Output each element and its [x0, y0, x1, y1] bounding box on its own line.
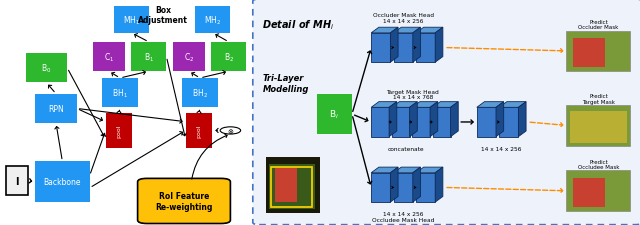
Text: C$_2$: C$_2$ [184, 51, 194, 63]
FancyBboxPatch shape [26, 54, 67, 83]
Polygon shape [390, 167, 398, 202]
FancyBboxPatch shape [93, 43, 125, 72]
Polygon shape [416, 167, 443, 173]
FancyBboxPatch shape [106, 113, 132, 148]
Polygon shape [410, 102, 417, 137]
Text: Predict
Target Mask: Predict Target Mask [582, 94, 615, 104]
Polygon shape [430, 102, 438, 137]
FancyBboxPatch shape [138, 179, 230, 223]
Text: concatenate: concatenate [388, 146, 425, 151]
Text: Backbone: Backbone [44, 178, 81, 187]
FancyBboxPatch shape [412, 108, 430, 137]
Text: B$_i$: B$_i$ [330, 108, 339, 121]
FancyBboxPatch shape [0, 0, 256, 225]
FancyBboxPatch shape [6, 166, 28, 196]
FancyBboxPatch shape [416, 34, 435, 63]
FancyBboxPatch shape [35, 94, 77, 124]
Polygon shape [390, 28, 398, 63]
Text: I: I [15, 176, 19, 186]
Polygon shape [518, 102, 526, 137]
Text: C$_1$: C$_1$ [104, 51, 114, 63]
Text: Detail of MH$_i$: Detail of MH$_i$ [262, 18, 335, 32]
FancyBboxPatch shape [570, 111, 627, 144]
FancyBboxPatch shape [266, 157, 320, 213]
Text: B$_1$: B$_1$ [144, 51, 154, 63]
Polygon shape [371, 102, 397, 108]
Text: Occluder Mask Head
14 x 14 x 256: Occluder Mask Head 14 x 14 x 256 [372, 13, 434, 24]
Polygon shape [435, 167, 443, 202]
Text: Box
Adjustment: Box Adjustment [138, 6, 188, 25]
Polygon shape [496, 102, 504, 137]
Text: Target Mask Head
14 x 14 x 768: Target Mask Head 14 x 14 x 768 [387, 89, 439, 100]
Polygon shape [413, 28, 420, 63]
FancyBboxPatch shape [566, 106, 630, 146]
FancyBboxPatch shape [211, 43, 246, 72]
Text: BH$_1$: BH$_1$ [112, 87, 128, 99]
FancyBboxPatch shape [173, 43, 205, 72]
Polygon shape [435, 28, 443, 63]
FancyBboxPatch shape [477, 108, 496, 137]
Polygon shape [412, 102, 438, 108]
Polygon shape [413, 167, 420, 202]
FancyBboxPatch shape [499, 108, 518, 137]
Text: B$_2$: B$_2$ [224, 51, 234, 63]
FancyBboxPatch shape [392, 108, 410, 137]
FancyBboxPatch shape [394, 34, 413, 63]
FancyBboxPatch shape [573, 39, 605, 68]
Text: Predict
Occluder Mask: Predict Occluder Mask [578, 20, 619, 30]
FancyBboxPatch shape [102, 79, 138, 108]
Polygon shape [371, 167, 398, 173]
FancyBboxPatch shape [35, 162, 90, 202]
FancyBboxPatch shape [269, 164, 315, 209]
Polygon shape [371, 28, 398, 34]
FancyBboxPatch shape [253, 0, 640, 225]
Polygon shape [416, 28, 443, 34]
Text: Predict
Occludee Mask: Predict Occludee Mask [578, 159, 619, 170]
Polygon shape [389, 102, 397, 137]
FancyBboxPatch shape [195, 7, 230, 34]
Polygon shape [394, 167, 420, 173]
FancyBboxPatch shape [114, 7, 149, 34]
Polygon shape [394, 28, 420, 34]
Text: MH$_1$: MH$_1$ [123, 14, 140, 27]
Polygon shape [499, 102, 526, 108]
FancyBboxPatch shape [131, 43, 166, 72]
Text: Tri-Layer
Modelling: Tri-Layer Modelling [262, 74, 308, 93]
Text: pool: pool [196, 124, 202, 137]
FancyBboxPatch shape [394, 173, 413, 202]
FancyBboxPatch shape [566, 171, 630, 211]
Text: pool: pool [116, 124, 122, 137]
Text: $\otimes$: $\otimes$ [227, 126, 234, 135]
Text: MH$_2$: MH$_2$ [204, 14, 221, 27]
Polygon shape [477, 102, 504, 108]
FancyBboxPatch shape [371, 108, 389, 137]
Text: RPN: RPN [48, 104, 64, 113]
Polygon shape [392, 102, 417, 108]
FancyBboxPatch shape [433, 108, 451, 137]
Text: B$_0$: B$_0$ [41, 62, 52, 75]
FancyBboxPatch shape [317, 94, 352, 135]
Polygon shape [451, 102, 458, 137]
Text: 14 x 14 x 256: 14 x 14 x 256 [481, 146, 522, 151]
FancyBboxPatch shape [371, 34, 390, 63]
Polygon shape [433, 102, 458, 108]
FancyBboxPatch shape [182, 79, 218, 108]
FancyBboxPatch shape [186, 113, 212, 148]
FancyBboxPatch shape [371, 173, 390, 202]
FancyBboxPatch shape [573, 178, 605, 207]
FancyBboxPatch shape [566, 32, 630, 72]
Text: BH$_2$: BH$_2$ [192, 87, 208, 99]
Text: RoI Feature
Re-weighting: RoI Feature Re-weighting [156, 191, 212, 211]
FancyBboxPatch shape [275, 169, 297, 202]
FancyBboxPatch shape [416, 173, 435, 202]
Text: 14 x 14 x 256
Occludee Mask Head: 14 x 14 x 256 Occludee Mask Head [372, 211, 435, 222]
